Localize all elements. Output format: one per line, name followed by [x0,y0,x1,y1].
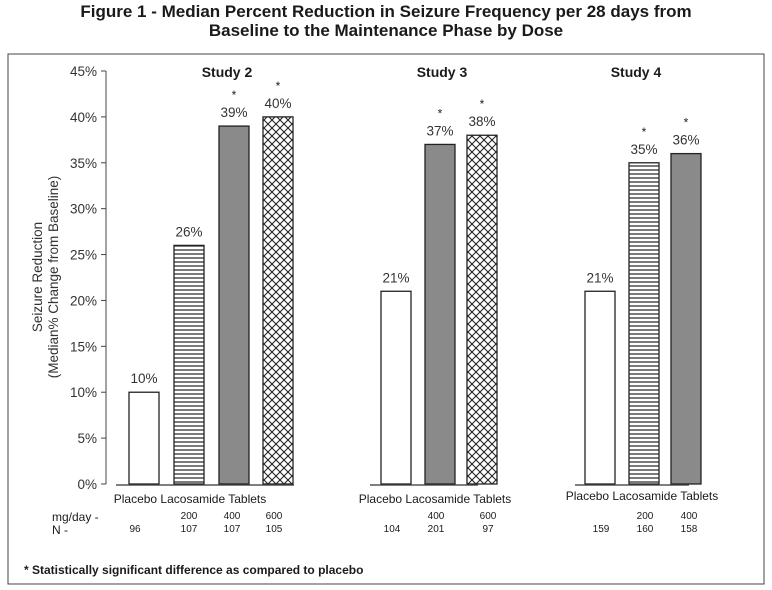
significance-marker: * [438,106,443,120]
dose-value: 400 [681,511,698,522]
y-axis-title-line-2: (Median% Change from Baseline) [46,176,61,379]
chart-frame [7,53,765,585]
n-value: 97 [482,524,494,535]
y-tick-label: 10% [70,385,97,400]
bar-value-label: 38% [468,114,495,129]
n-value: 96 [129,524,141,535]
significance-marker: * [232,88,237,102]
bar [173,244,205,485]
x-axis-group-label: Placebo Lacosamide Tablets [359,492,512,506]
figure-title-line-1: Figure 1 - Median Percent Reduction in S… [80,2,692,21]
y-tick-label: 45% [70,64,97,79]
y-tick-label: 5% [77,431,97,446]
dose-value: 400 [224,511,241,522]
bar [670,152,702,485]
n-value: 159 [593,524,610,535]
bar [584,290,616,485]
bar-value-label: 37% [426,123,453,138]
group-title: Study 2 [202,64,253,80]
significance-marker: * [276,79,281,93]
n-row-label: N - [52,523,68,537]
group-title: Study 4 [611,64,662,80]
bar-group: Study 2 10% 26% 39% * 40% * Placebo Lacosamide … [114,64,294,506]
bar-value-label: 21% [382,270,409,285]
figure-title: Figure 1 - Median Percent Reduction in S… [0,2,772,40]
footnote: * Statistically significant difference a… [24,563,363,577]
table-rows: 96 200 107 400 107 600 105 104 400 201 600 97 159 200… [52,510,698,537]
bar-value-label: 10% [130,371,157,386]
bar [628,162,660,485]
dose-value: 400 [428,511,445,522]
y-axis: 0% 5% 10% 15% 20% 25% 30% 35% 40% 45% Seizure Redu… [30,64,107,492]
figure-title-line-2: Baseline to the Maintenance Phase by Dos… [208,21,564,40]
bar [262,116,294,485]
y-tick-label: 20% [70,293,97,308]
n-value: 105 [266,524,283,535]
n-value: 201 [428,524,445,535]
n-value: 104 [384,524,401,535]
significance-marker: * [684,116,689,130]
bar [466,134,498,485]
group-title: Study 3 [417,64,468,80]
y-tick-label: 15% [70,339,97,354]
bar-value-label: 35% [630,142,657,157]
y-tick-label: 25% [70,248,97,263]
y-tick-label: 30% [70,202,97,217]
bar-value-label: 36% [672,133,699,148]
bar-value-label: 40% [264,96,291,111]
bar-value-label: 21% [586,270,613,285]
n-value: 160 [637,524,654,535]
n-value: 107 [181,524,198,535]
dose-value: 600 [266,511,283,522]
bar-value-label: 26% [175,224,202,239]
y-tick-label: 0% [77,477,97,492]
y-tick-label: 35% [70,156,97,171]
bar [424,143,456,485]
n-value: 107 [224,524,241,535]
x-axis-group-label: Placebo Lacosamide Tablets [566,489,719,503]
bar-group: Study 4 21% 35% * 36% * Placebo Lacosamide Tab… [566,64,719,503]
significance-marker: * [642,125,647,139]
dose-value: 600 [480,511,497,522]
significance-marker: * [480,97,485,111]
bar-groups: Study 2 10% 26% 39% * 40% * Placebo Lacosamide … [114,64,719,506]
bar-value-label: 39% [220,105,247,120]
n-value: 158 [681,524,698,535]
y-axis-title-line-1: Seizure Reduction [30,222,45,332]
dose-value: 200 [637,511,654,522]
dose-value: 200 [181,511,198,522]
bar-group: Study 3 21% 37% * 38% * Placebo Lacosamide Tab… [359,64,512,506]
y-tick-label: 40% [70,110,97,125]
bar [380,290,412,485]
bar [218,125,250,485]
bar [128,391,160,485]
dose-row-label: mg/day - [52,510,99,524]
y-axis-title: Seizure Reduction(Median% Change from Ba… [30,176,61,379]
x-axis-group-label: Placebo Lacosamide Tablets [114,492,267,506]
